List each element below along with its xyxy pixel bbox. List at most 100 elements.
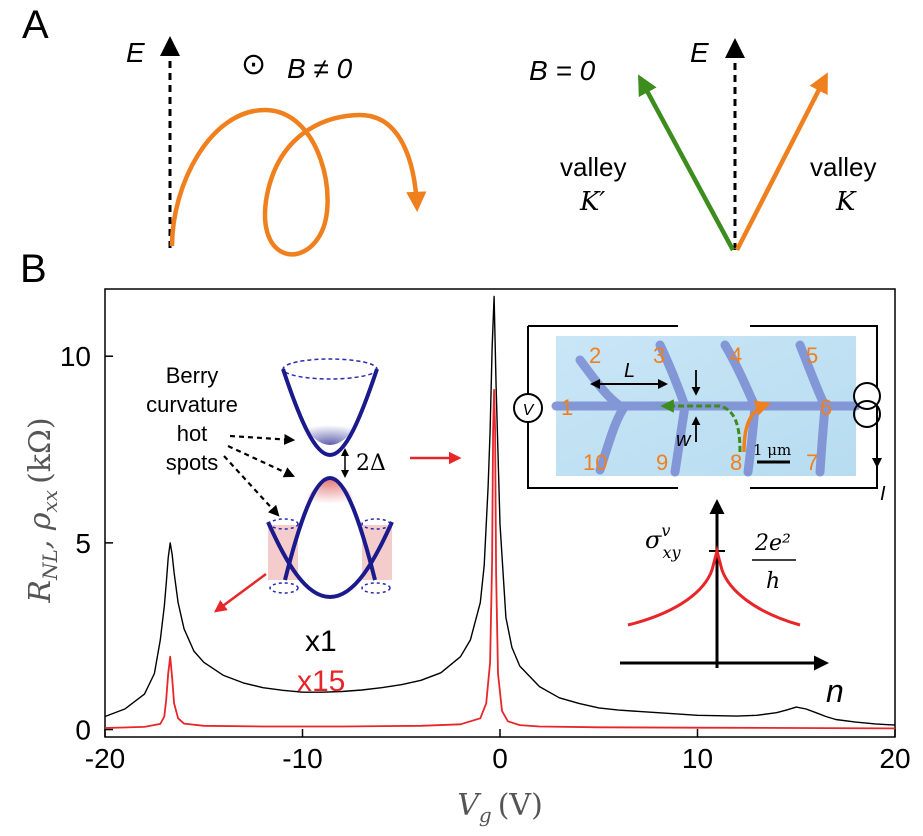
y-tick-label: 5	[75, 528, 91, 559]
lower-band-crown	[283, 475, 377, 581]
scale-label-black: x1	[305, 625, 337, 658]
lower-band-rim-left-bottom	[269, 582, 299, 594]
sigma-value-numerator: 2e²	[754, 531, 791, 556]
length-marker-left	[590, 379, 600, 389]
y-tick-label: 0	[75, 715, 91, 746]
y-axis-label-rest: , ρ	[23, 512, 58, 549]
hotspot-label-line-4: spots	[166, 450, 219, 475]
current-label: I	[880, 483, 886, 505]
circuit-wire-left	[527, 325, 678, 489]
contact-1: 1	[561, 395, 573, 420]
energy-axis-left-label: E	[126, 37, 145, 68]
band-to-side-peak-arrow	[213, 572, 267, 613]
valley-k-arrow	[734, 72, 829, 252]
upper-band	[281, 368, 379, 458]
hotspot-label-line-3: hot	[177, 421, 208, 446]
voltmeter-icon	[513, 393, 543, 423]
y-axis-label: RNL, ρxx (kΩ)	[23, 417, 62, 603]
cyclotron-orbit	[169, 107, 427, 257]
x-axis-label-unit: (V)	[498, 788, 543, 823]
axis-ticks: -20 -10 0 10 20 0 5 10	[60, 341, 911, 774]
contact-3: 3	[653, 343, 665, 368]
contact-9: 9	[656, 450, 668, 475]
field-condition-left: B ≠ 0	[287, 53, 353, 84]
band-structure-inset: Berry curvature hot spots 2Δ	[146, 358, 462, 613]
device-contact-numbers: 1 2 3 4 5 6 7 8 9 10	[561, 343, 832, 475]
current-source-icon-bottom	[853, 400, 881, 428]
contact-2: 2	[589, 343, 601, 368]
x-axis-label-sub: g	[479, 803, 492, 827]
valley-kprime-arrow	[638, 74, 735, 252]
upper-band-rim	[282, 358, 378, 380]
contact-5: 5	[806, 343, 818, 368]
sigma-ylabel: σv xy	[645, 521, 681, 562]
length-marker-right	[658, 379, 668, 389]
hotspot-pointer-2	[227, 445, 295, 478]
field-condition-right: B = 0	[529, 55, 596, 86]
panel-a-right: B = 0 E valley K′ valley K	[529, 37, 876, 252]
y-axis-label-unit: (kΩ)	[23, 417, 58, 483]
energy-axis-right-label: E	[690, 37, 709, 68]
y-tick-label: 10	[60, 341, 91, 372]
voltmeter-label: V	[523, 402, 535, 419]
hall-bar	[551, 340, 861, 477]
sigma-ylabel-sup: v	[661, 521, 670, 540]
x-tick-label: -20	[85, 743, 125, 774]
x-tick-label: 10	[682, 743, 713, 774]
contact-7: 7	[806, 450, 818, 475]
x-axis-label: Vg (V)	[457, 788, 543, 827]
x-tick-label: -10	[282, 743, 322, 774]
device-inset: 1 2 3 4 5 6 7 8 9 10 L w 1 μm V	[513, 325, 886, 505]
gap-arrow-bottom	[341, 470, 349, 478]
contact-4: 4	[730, 343, 742, 368]
energy-axis-right-arrowhead	[725, 38, 745, 58]
sigma-value-denominator: h	[766, 569, 780, 594]
valley-kprime-text: valley	[560, 152, 626, 182]
panel-b-label: B	[20, 247, 47, 291]
hotspot-label: Berry curvature hot spots	[146, 363, 238, 475]
upper-band-hotspot	[300, 420, 360, 445]
hotspot-pointer-1	[229, 433, 296, 445]
hotspot-label-line-2: curvature	[146, 392, 238, 417]
hotspot-label-line-1: Berry	[166, 363, 219, 388]
sigma-xlabel: n	[826, 673, 844, 709]
x-axis-label-main: V	[457, 788, 482, 823]
scale-label-red: x15	[297, 665, 345, 698]
contact-10: 10	[583, 450, 607, 475]
sigma-ylabel-main: σ	[645, 526, 662, 554]
gap-label: 2Δ	[356, 451, 386, 476]
field-out-of-plane-icon: ⊙	[241, 48, 266, 81]
sigma-curve	[627, 545, 801, 627]
length-label: L	[624, 360, 635, 382]
x-tick-label: 0	[492, 743, 508, 774]
series-layer	[104, 295, 896, 730]
scale-bar-label: 1 μm	[753, 441, 791, 459]
panel-a-label: A	[22, 3, 49, 47]
hotspot-pointer-3	[223, 455, 280, 517]
gap-arrow-top	[341, 448, 349, 456]
main-chart: -20 -10 0 10 20 0 5 10 Vg (V) RNL, ρxx (kΩ)	[23, 288, 911, 827]
valley-flow-green	[660, 399, 742, 453]
lower-band-rim-left	[269, 518, 299, 530]
y-axis-label-sub: NL	[38, 549, 62, 581]
series-line-red	[104, 388, 896, 730]
x-tick-label: 20	[879, 743, 910, 774]
y-axis-label-sub2: xx	[38, 490, 62, 513]
valley-k-text: valley	[810, 152, 876, 182]
lower-band-bowl	[266, 521, 394, 600]
valley-k-symbol: K	[835, 187, 857, 217]
valley-kprime-symbol: K′	[579, 187, 605, 217]
panel-a-left: E ⊙ B ≠ 0	[126, 36, 427, 257]
width-label: w	[676, 429, 692, 451]
energy-axis-left-arrowhead	[160, 36, 180, 56]
valley-flow-orange	[742, 400, 771, 453]
sigma-inset: σv xy 2e² h n	[620, 499, 844, 709]
lower-band-rim-right	[361, 518, 391, 530]
contact-8: 8	[730, 450, 742, 475]
y-axis-label-main: R	[23, 580, 58, 604]
sigma-ylabel-sub: xy	[662, 543, 681, 562]
series-line-black	[104, 295, 896, 726]
contact-6: 6	[820, 395, 832, 420]
lower-band-rim-right-bottom	[361, 582, 391, 594]
